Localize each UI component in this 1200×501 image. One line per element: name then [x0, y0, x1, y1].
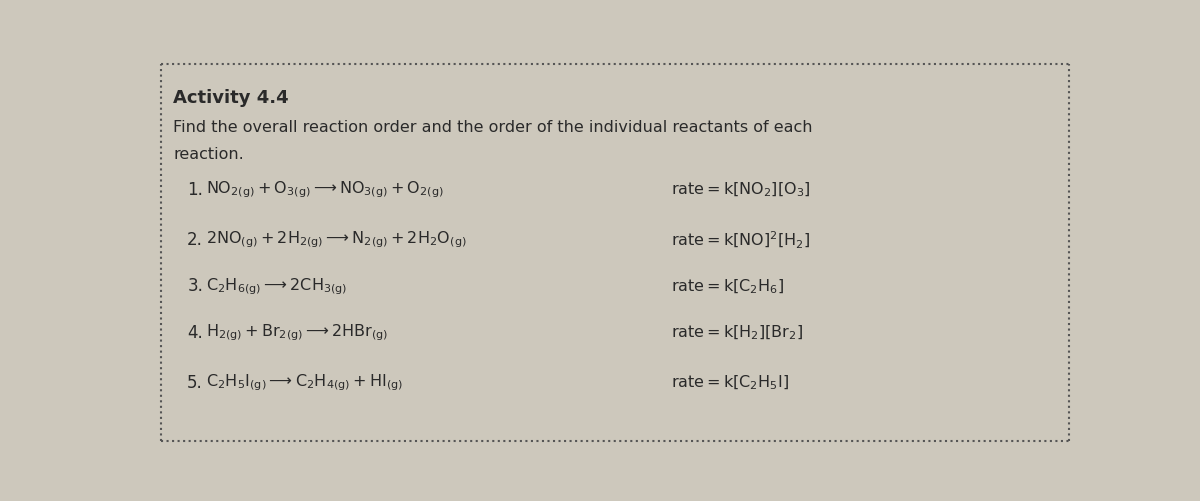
Text: $\mathregular{rate = k[NO_2][O_3]}$: $\mathregular{rate = k[NO_2][O_3]}$	[671, 180, 810, 198]
Text: $\mathregular{C_2H_{6(g)} \longrightarrow 2CH_{3(g)}}$: $\mathregular{C_2H_{6(g)} \longrightarro…	[206, 276, 347, 296]
Text: $\mathregular{rate = k[NO]^2[H_2]}$: $\mathregular{rate = k[NO]^2[H_2]}$	[671, 229, 810, 250]
Text: $\mathregular{rate = k[H_2][Br_2]}$: $\mathregular{rate = k[H_2][Br_2]}$	[671, 323, 803, 341]
Text: 5.: 5.	[187, 373, 203, 391]
Text: Activity 4.4: Activity 4.4	[173, 89, 289, 107]
Text: $\mathregular{C_2H_5I_{(g)} \longrightarrow C_2H_{4(g)} + HI_{(g)}}$: $\mathregular{C_2H_5I_{(g)} \longrightar…	[206, 372, 403, 392]
Text: $\mathregular{H_{2(g)} + Br_{2(g)} \longrightarrow 2HBr_{(g)}}$: $\mathregular{H_{2(g)} + Br_{2(g)} \long…	[206, 322, 389, 342]
Text: 3.: 3.	[187, 277, 203, 295]
Text: 2.: 2.	[187, 230, 203, 248]
Text: $\mathregular{rate = k[C_2H_5I]}$: $\mathregular{rate = k[C_2H_5I]}$	[671, 373, 788, 391]
Text: 4.: 4.	[187, 323, 203, 341]
Text: 1.: 1.	[187, 180, 203, 198]
Text: $\mathregular{NO_{2(g)} + O_{3(g)} \longrightarrow NO_{3(g)} + O_{2(g)}}$: $\mathregular{NO_{2(g)} + O_{3(g)} \long…	[206, 179, 444, 199]
Text: $\mathregular{rate = k[C_2H_6]}$: $\mathregular{rate = k[C_2H_6]}$	[671, 277, 784, 295]
Text: $\mathregular{2NO_{(g)} + 2H_{2(g)} \longrightarrow N_{2(g)} + 2H_2O_{(g)}}$: $\mathregular{2NO_{(g)} + 2H_{2(g)} \lon…	[206, 229, 467, 250]
Text: Find the overall reaction order and the order of the individual reactants of eac: Find the overall reaction order and the …	[173, 120, 812, 135]
Text: reaction.: reaction.	[173, 147, 244, 162]
